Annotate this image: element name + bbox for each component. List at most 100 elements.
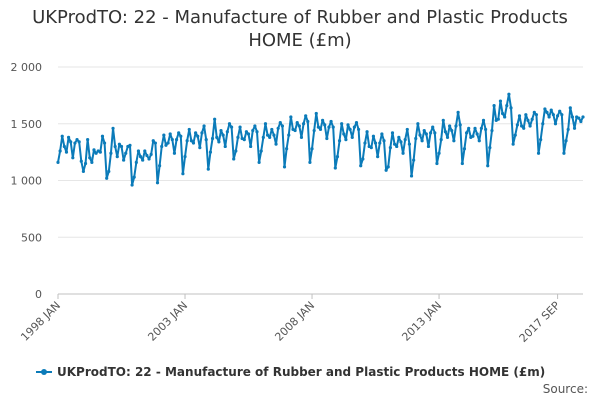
data-point <box>128 143 132 147</box>
data-point <box>536 151 541 155</box>
data-point <box>490 128 494 133</box>
data-point <box>530 117 534 121</box>
data-point <box>479 126 483 130</box>
data-point <box>534 113 539 117</box>
data-point <box>418 133 422 137</box>
data-point <box>158 164 162 168</box>
data-point <box>295 121 299 125</box>
data-point <box>348 127 352 132</box>
data-point <box>278 121 282 125</box>
data-point <box>441 118 445 122</box>
data-point <box>545 110 549 114</box>
data-point <box>321 118 325 122</box>
data-point <box>464 131 469 135</box>
data-point <box>299 135 304 139</box>
data-point <box>376 155 380 159</box>
data-point <box>392 142 397 146</box>
data-point <box>560 113 564 117</box>
data-point <box>416 122 420 126</box>
data-point <box>331 125 335 129</box>
data-point <box>94 151 98 155</box>
data-point <box>556 114 560 118</box>
data-point <box>511 142 515 146</box>
data-point <box>414 136 418 141</box>
gridlines <box>58 66 583 295</box>
x-tick-label: 2017 SEP <box>517 299 563 345</box>
data-point <box>503 115 507 119</box>
data-point <box>64 150 69 154</box>
data-point <box>164 143 168 147</box>
data-point <box>151 139 155 143</box>
data-point <box>270 127 274 132</box>
data-point <box>289 115 293 119</box>
data-point <box>532 110 536 114</box>
data-point <box>143 149 147 153</box>
data-point <box>255 130 259 134</box>
data-point <box>462 147 467 151</box>
data-point <box>66 135 71 139</box>
data-point <box>136 149 141 153</box>
data-point <box>217 140 221 144</box>
data-point <box>522 126 526 130</box>
data-point <box>285 147 289 151</box>
data-point <box>73 141 77 145</box>
data-point <box>363 141 367 145</box>
data-point <box>268 135 272 139</box>
data-point <box>318 127 323 132</box>
data-point <box>450 128 454 133</box>
data-point <box>227 122 232 126</box>
data-point <box>454 124 458 128</box>
data-point <box>90 160 94 164</box>
data-point <box>498 99 503 103</box>
data-point <box>200 131 204 135</box>
y-tick-label: 1 500 <box>11 118 43 131</box>
data-point <box>124 151 128 155</box>
x-tick-label: 2003 JAN <box>145 299 190 344</box>
data-point <box>257 160 261 164</box>
data-point <box>316 125 320 129</box>
data-point <box>71 156 75 160</box>
data-point <box>547 115 551 119</box>
chart-title: UKProdTO: 22 - Manufacture of Rubber and… <box>0 6 600 52</box>
data-point <box>579 119 583 124</box>
data-point <box>98 150 102 154</box>
data-point <box>399 140 403 144</box>
data-point <box>242 138 246 142</box>
data-point <box>304 114 308 118</box>
data-point <box>100 134 105 138</box>
data-point <box>166 141 170 145</box>
data-point <box>259 149 263 153</box>
legend[interactable]: UKProdTO: 22 - Manufacture of Rubber and… <box>36 365 545 379</box>
data-point <box>232 157 236 161</box>
data-point <box>189 139 193 143</box>
data-point <box>310 147 314 151</box>
data-point <box>170 138 174 142</box>
data-point <box>526 118 530 122</box>
x-tick-label: 2013 JAN <box>399 299 444 344</box>
y-tick-label: 2 000 <box>11 61 43 74</box>
chart-title-line-1: UKProdTO: 22 - Manufacture of Rubber and… <box>32 7 568 28</box>
data-point <box>433 131 437 135</box>
data-point <box>481 118 486 122</box>
y-axis: 0 500 1 000 1 500 2 000 <box>11 61 43 301</box>
data-point <box>384 168 388 172</box>
data-point <box>282 165 287 169</box>
data-point <box>92 148 96 152</box>
data-point <box>244 130 249 134</box>
data-point <box>445 135 450 139</box>
data-point <box>496 117 500 121</box>
data-point <box>456 110 460 114</box>
data-point <box>577 116 581 120</box>
data-point <box>215 135 219 139</box>
data-point <box>551 113 555 117</box>
data-point <box>253 124 257 128</box>
data-point <box>327 125 331 129</box>
data-point <box>187 127 191 132</box>
data-point <box>272 133 276 137</box>
source-label: Source: <box>542 382 588 396</box>
data-point <box>306 119 310 124</box>
data-point <box>117 142 121 146</box>
data-point <box>335 155 340 159</box>
data-point <box>113 144 117 149</box>
data-point <box>162 133 166 137</box>
